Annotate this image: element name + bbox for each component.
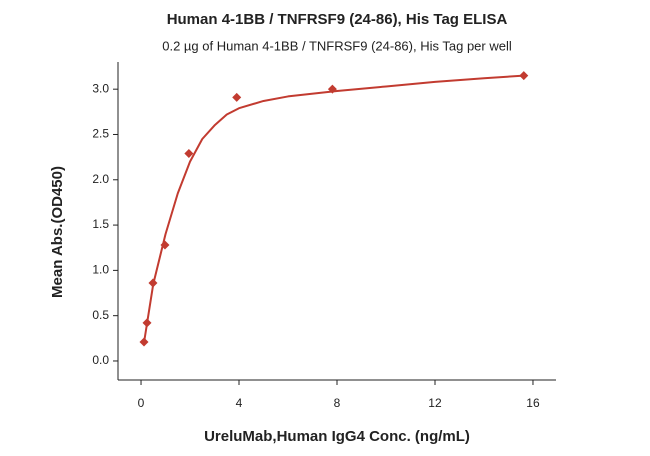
fit-curve xyxy=(142,74,524,344)
y-tick-label: 0.0 xyxy=(92,353,109,367)
y-tick-label: 2.0 xyxy=(92,172,109,186)
chart-subtitle: 0.2 µg of Human 4-1BB / TNFRSF9 (24-86),… xyxy=(162,38,512,53)
data-point xyxy=(142,318,152,328)
x-tick-label: 4 xyxy=(236,396,243,410)
data-point xyxy=(160,240,170,250)
data-point xyxy=(519,71,529,81)
x-tick-label: 16 xyxy=(526,396,540,410)
x-tick-label: 12 xyxy=(428,396,442,410)
x-axis-label: UreluMab,Human IgG4 Conc. (ng/mL) xyxy=(204,428,470,445)
x-tick-label: 0 xyxy=(138,396,145,410)
y-tick-label: 0.5 xyxy=(92,308,109,322)
x-tick-label: 8 xyxy=(334,396,341,410)
data-point xyxy=(232,92,242,102)
y-tick-label: 1.0 xyxy=(92,263,109,277)
data-point xyxy=(139,337,149,347)
y-axis-label: Mean Abs.(OD450) xyxy=(49,166,66,298)
data-point xyxy=(184,149,194,159)
chart-title: Human 4-1BB / TNFRSF9 (24-86), His Tag E… xyxy=(167,11,508,28)
y-tick-label: 1.5 xyxy=(92,217,109,231)
y-tick-label: 3.0 xyxy=(92,81,109,95)
data-point xyxy=(327,84,337,94)
y-tick-label: 2.5 xyxy=(92,127,109,141)
data-point xyxy=(148,278,158,288)
